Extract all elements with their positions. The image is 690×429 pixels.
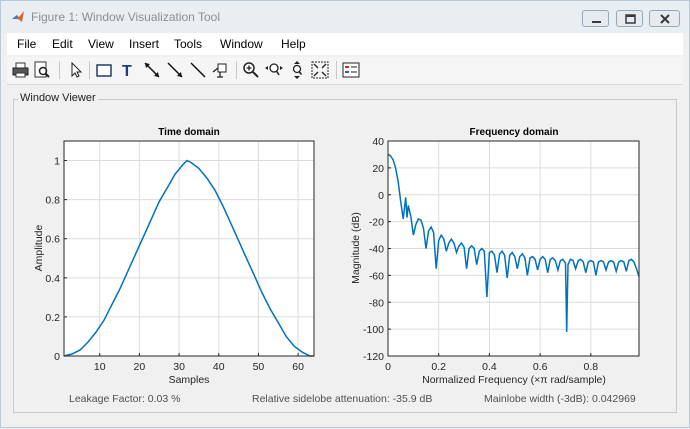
- time-domain-grid: [64, 141, 314, 357]
- insert-arrow-icon: [167, 62, 183, 78]
- insert-rectangle-button[interactable]: [94, 60, 114, 80]
- frequency-domain-xtick-label: 0: [385, 361, 391, 373]
- insert-double-arrow-button[interactable]: [142, 60, 162, 80]
- zoom-out-icon: [265, 63, 283, 76]
- toolbar-separator: [336, 61, 337, 79]
- time-domain-xtick-label: 20: [134, 361, 146, 373]
- time-domain-ytick-label: 0.4: [45, 273, 60, 285]
- print-preview-icon: [34, 61, 50, 78]
- time-domain-ytick-label: 0.8: [45, 195, 60, 207]
- time-domain-ytick-label: 0.2: [45, 312, 60, 324]
- insert-line-button[interactable]: [188, 60, 208, 80]
- frequency-domain-ticks: 0 0.2 0.4 0.6 0.8 -120 -100 -80 -60 -40 -20 0 20 40: [363, 136, 598, 373]
- legend-icon: [342, 62, 360, 78]
- toolbar-separator: [89, 61, 90, 79]
- insert-text-button[interactable]: T: [118, 60, 138, 80]
- legend-button[interactable]: [341, 60, 361, 80]
- insert-arrow-button[interactable]: [165, 60, 185, 80]
- time-domain-plot-area: [64, 141, 314, 356]
- zoom-in-icon: [243, 62, 259, 78]
- minimize-icon: [592, 21, 601, 23]
- data-cursor-button[interactable]: [211, 60, 231, 80]
- select-arrow-icon: [71, 61, 83, 78]
- time-domain-xtick-label: 10: [94, 361, 106, 373]
- insert-line-icon: [190, 62, 206, 78]
- menu-help[interactable]: Help: [281, 37, 306, 51]
- menu-file[interactable]: File: [17, 37, 37, 51]
- frequency-domain-title: Frequency domain: [470, 127, 559, 138]
- menu-insert[interactable]: Insert: [129, 37, 160, 51]
- minimize-button[interactable]: [582, 10, 609, 27]
- frequency-domain-ytick-label: 40: [372, 136, 384, 148]
- frequency-domain-xtick-label: 0.2: [431, 361, 446, 373]
- frequency-domain-ytick-label: -60: [369, 270, 384, 282]
- frequency-domain-ytick-label: -80: [369, 297, 384, 309]
- time-domain-ytick-label: 0: [54, 351, 60, 363]
- pan-icon: [292, 61, 303, 79]
- matlab-logo-icon: [12, 11, 24, 22]
- close-button[interactable]: [649, 10, 680, 27]
- insert-text-icon: T: [122, 63, 132, 80]
- print-preview-button[interactable]: [32, 60, 52, 80]
- insert-double-arrow-icon: [144, 62, 160, 78]
- sidelobe-attenuation-text: Relative sidelobe attenuation: -35.9 dB: [252, 393, 433, 405]
- toolbar-separator: [236, 61, 237, 79]
- frequency-domain-xtick-label: 0.6: [533, 361, 548, 373]
- frequency-domain-ylabel: Magnitude (dB): [350, 212, 362, 284]
- time-domain-xtick-label: 30: [173, 361, 185, 373]
- menu-bar: File Edit View Insert Tools Window Help: [7, 33, 683, 55]
- insert-rectangle-icon: [96, 64, 112, 77]
- print-icon: [12, 62, 29, 78]
- menu-edit[interactable]: Edit: [52, 37, 73, 51]
- window-title: Figure 1: Window Visualization Tool: [31, 10, 220, 24]
- window-viewer-panel: [13, 99, 677, 413]
- time-domain-xtick-label: 50: [253, 361, 265, 373]
- mainlobe-width-text: Mainlobe width (-3dB): 0.042969: [484, 393, 636, 405]
- time-domain-frame: [63, 140, 315, 357]
- maximize-button[interactable]: [616, 10, 643, 27]
- close-icon: [660, 14, 670, 24]
- time-domain-axes[interactable]: 10 20 30 40 50 60 0 0.2 0.4 0.6 0.8 1 Time domain S…: [33, 127, 315, 386]
- toolbar: T: [7, 57, 683, 85]
- time-domain-line: [63, 159, 314, 357]
- time-domain-ylabel: Amplitude: [33, 225, 45, 272]
- time-domain-ytick-label: 0.6: [45, 234, 60, 246]
- leakage-factor-text: Leakage Factor: 0.03 %: [69, 393, 181, 405]
- frequency-domain-ytick-label: 0: [378, 190, 384, 202]
- maximize-icon: [625, 14, 636, 24]
- frequency-domain-xtick-label: 0.4: [482, 361, 497, 373]
- title-bar[interactable]: Figure 1: Window Visualization Tool: [1, 1, 689, 33]
- data-cursor-icon: [212, 63, 227, 78]
- zoom-in-button[interactable]: [241, 60, 261, 80]
- fit-view-button[interactable]: [310, 60, 330, 80]
- frequency-domain-ytick-label: 20: [372, 163, 384, 175]
- frequency-domain-line: [387, 153, 640, 332]
- frequency-domain-ytick-label: -20: [369, 217, 384, 229]
- toolbar-separator: [59, 61, 60, 79]
- frequency-domain-axes[interactable]: 0 0.2 0.4 0.6 0.8 -120 -100 -80 -60 -40 -20 0 20 40 F…: [350, 127, 640, 386]
- frequency-domain-ytick-label: -100: [363, 324, 384, 336]
- time-domain-title: Time domain: [158, 127, 220, 138]
- select-button[interactable]: [65, 60, 85, 80]
- zoom-out-button[interactable]: [264, 60, 284, 80]
- svg-text:T: T: [122, 63, 132, 80]
- time-domain-xtick-label: 40: [213, 361, 225, 373]
- panel-title: Window Viewer: [18, 92, 98, 104]
- print-button[interactable]: [11, 60, 31, 80]
- menu-tools[interactable]: Tools: [174, 37, 203, 51]
- time-domain-xtick-label: 60: [292, 361, 304, 373]
- frequency-domain-xtick-label: 0.8: [584, 361, 599, 373]
- frequency-domain-ytick-label: -40: [369, 244, 384, 256]
- menu-view[interactable]: View: [88, 37, 114, 51]
- frequency-domain-ytick-label: -120: [363, 351, 384, 363]
- fit-view-icon: [311, 61, 329, 79]
- frequency-domain-xlabel: Normalized Frequency (×π rad/sample): [422, 374, 606, 386]
- time-domain-ytick-label: 1: [54, 156, 60, 168]
- time-domain-xlabel: Samples: [169, 374, 210, 386]
- pan-button[interactable]: [287, 60, 307, 80]
- menu-window[interactable]: Window: [220, 37, 263, 51]
- time-domain-ticks: 10 20 30 40 50 60 0 0.2 0.4 0.6 0.8 1: [45, 156, 304, 373]
